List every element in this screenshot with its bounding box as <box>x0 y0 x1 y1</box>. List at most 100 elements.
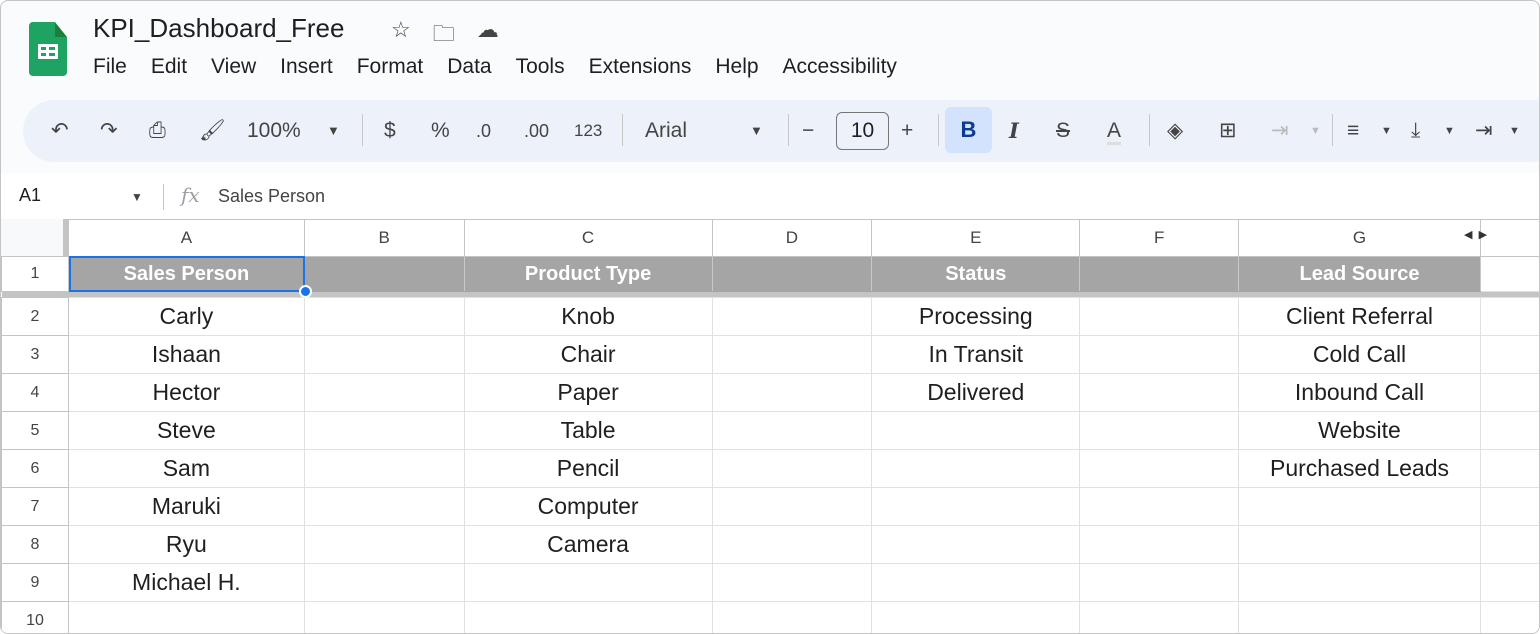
menu-file[interactable]: File <box>93 55 127 78</box>
cell[interactable] <box>303 335 465 374</box>
cell[interactable]: Ishaan <box>67 335 305 374</box>
cell[interactable] <box>1479 411 1539 450</box>
cell[interactable] <box>303 487 465 526</box>
chevron-down-icon[interactable]: ▼ <box>1381 125 1392 137</box>
decrease-decimal-button[interactable]: .0 <box>476 121 492 141</box>
menu-accessibility[interactable]: Accessibility <box>782 55 897 78</box>
text-wrap-icon[interactable]: ⇥ <box>1475 119 1493 142</box>
cell[interactable] <box>1479 449 1539 488</box>
menu-insert[interactable]: Insert <box>280 55 333 78</box>
number-format-button[interactable]: 123 <box>574 121 603 140</box>
cell[interactable] <box>1079 373 1240 412</box>
increase-font-size-button[interactable]: + <box>901 119 914 142</box>
cell[interactable]: In Transit <box>871 335 1081 374</box>
cell[interactable] <box>871 601 1081 633</box>
header-cell[interactable] <box>303 256 465 292</box>
name-box[interactable]: A1 <box>19 185 42 205</box>
document-title[interactable]: KPI_Dashboard_Free <box>93 13 345 43</box>
row-header[interactable]: 2 <box>1 297 69 336</box>
undo-icon[interactable]: ↶ <box>51 119 69 142</box>
header-cell[interactable]: Status <box>871 256 1081 292</box>
cell[interactable] <box>303 373 465 412</box>
cell[interactable] <box>1079 525 1240 564</box>
cell[interactable] <box>871 449 1081 488</box>
cell[interactable] <box>303 297 465 336</box>
currency-button[interactable]: $ <box>384 119 396 142</box>
cell[interactable] <box>711 563 873 602</box>
merge-cells-icon[interactable]: ⇥ <box>1271 119 1289 142</box>
cell[interactable]: Hector <box>67 373 305 412</box>
column-header-e[interactable]: E <box>871 219 1081 257</box>
cell[interactable] <box>463 563 713 602</box>
fill-handle[interactable] <box>299 285 312 298</box>
header-cell[interactable]: Sales Person <box>67 256 305 292</box>
menu-view[interactable]: View <box>211 55 257 78</box>
column-header-d[interactable]: D <box>711 219 873 257</box>
cell[interactable] <box>1479 601 1539 633</box>
select-all-corner[interactable] <box>1 219 68 256</box>
cell[interactable] <box>871 563 1081 602</box>
cell[interactable] <box>1079 335 1240 374</box>
freeze-bar[interactable] <box>712 291 872 298</box>
cell[interactable] <box>1479 525 1539 564</box>
row-header[interactable]: 5 <box>1 411 69 450</box>
formula-input[interactable]: Sales Person <box>218 186 326 206</box>
cell[interactable]: Knob <box>463 297 713 336</box>
cell[interactable]: Delivered <box>871 373 1081 412</box>
cell[interactable]: Cold Call <box>1238 335 1481 374</box>
cell[interactable] <box>1079 449 1240 488</box>
cell[interactable] <box>67 601 305 633</box>
row-header[interactable]: 3 <box>1 335 69 374</box>
cell[interactable] <box>1238 601 1481 633</box>
cell[interactable] <box>1479 563 1539 602</box>
increase-decimal-button[interactable]: .00 <box>524 121 550 141</box>
row-header[interactable]: 1 <box>1 256 69 292</box>
cloud-saved-icon[interactable]: ☁ <box>476 17 499 42</box>
freeze-bar[interactable] <box>1 291 69 298</box>
cell[interactable]: Purchased Leads <box>1238 449 1481 488</box>
cell[interactable] <box>711 411 873 450</box>
redo-icon[interactable]: ↷ <box>100 119 118 142</box>
chevron-down-icon[interactable]: ▼ <box>1310 125 1321 137</box>
star-icon[interactable]: ☆ <box>391 17 411 42</box>
italic-button[interactable]: I <box>1009 118 1019 143</box>
cell[interactable] <box>303 449 465 488</box>
horizontal-align-icon[interactable]: ≡ <box>1347 119 1360 142</box>
bold-button[interactable]: B <box>945 107 992 153</box>
cell[interactable] <box>711 601 873 633</box>
freeze-bar[interactable] <box>1079 291 1239 298</box>
menu-tools[interactable]: Tools <box>515 55 565 78</box>
cell[interactable] <box>303 411 465 450</box>
cell[interactable] <box>1479 256 1539 292</box>
cell[interactable]: Carly <box>67 297 305 336</box>
cell[interactable]: Table <box>463 411 713 450</box>
menu-format[interactable]: Format <box>356 55 424 78</box>
percent-button[interactable]: % <box>431 119 450 142</box>
row-header[interactable]: 4 <box>1 373 69 412</box>
cell[interactable]: Camera <box>463 525 713 564</box>
column-header-a[interactable]: A <box>67 219 305 257</box>
chevron-down-icon[interactable]: ▼ <box>131 190 143 204</box>
cell[interactable] <box>711 335 873 374</box>
chevron-down-icon[interactable]: ▼ <box>750 123 763 138</box>
paint-format-icon[interactable]: 🖌 <box>199 119 226 142</box>
borders-icon[interactable]: ⊞ <box>1219 119 1237 142</box>
column-scroll-arrows[interactable]: ◀ ▶ <box>1464 229 1488 241</box>
cell[interactable] <box>711 297 873 336</box>
strikethrough-icon[interactable]: S <box>1056 119 1071 142</box>
cell[interactable] <box>711 487 873 526</box>
spreadsheet-grid[interactable]: A B C D E F G 1 Sales Person Product Type Status Le… <box>1 219 1539 633</box>
text-color-button[interactable]: A <box>1107 117 1122 145</box>
cell[interactable] <box>1238 487 1481 526</box>
cell[interactable] <box>1079 563 1240 602</box>
column-header-f[interactable]: F <box>1079 219 1240 257</box>
header-cell[interactable] <box>711 256 873 292</box>
cell[interactable] <box>1479 373 1539 412</box>
menu-edit[interactable]: Edit <box>150 55 188 78</box>
cell[interactable]: Ryu <box>67 525 305 564</box>
cell[interactable] <box>711 449 873 488</box>
cell[interactable]: Paper <box>463 373 713 412</box>
cell[interactable] <box>1238 525 1481 564</box>
cell[interactable]: Pencil <box>463 449 713 488</box>
cell[interactable]: Website <box>1238 411 1481 450</box>
